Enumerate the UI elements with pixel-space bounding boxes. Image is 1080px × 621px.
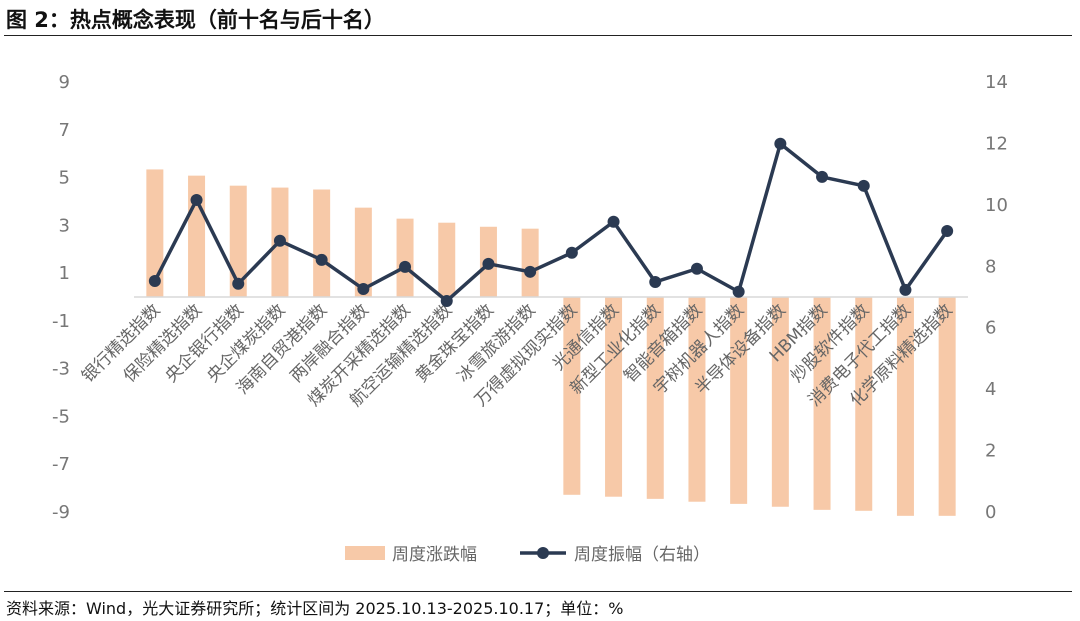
line-point — [482, 257, 495, 270]
title-divider — [4, 35, 1072, 36]
bar — [688, 297, 706, 502]
right-axis-tick: 4 — [985, 379, 996, 400]
bar — [521, 228, 539, 297]
legend-line-marker — [537, 547, 549, 559]
line-point — [315, 253, 328, 266]
bar — [938, 297, 956, 516]
line-point — [190, 193, 203, 206]
line-point — [816, 170, 829, 183]
line-point — [690, 262, 703, 275]
bar — [730, 297, 748, 504]
bar — [771, 297, 789, 507]
right-axis-tick: 6 — [985, 318, 996, 339]
chart-title: 图 2：热点概念表现（前十名与后十名） — [6, 8, 385, 32]
legend-line-label: 周度振幅（右轴） — [574, 545, 710, 565]
line-point — [649, 275, 662, 288]
bar — [396, 218, 414, 297]
bar — [646, 297, 664, 499]
line-point — [857, 179, 870, 192]
right-axis-tick: 10 — [985, 195, 1008, 216]
left-axis-tick: -9 — [52, 502, 70, 523]
bar — [146, 169, 164, 297]
left-axis-tick: -7 — [52, 454, 70, 475]
line-point — [899, 283, 912, 296]
line-point — [941, 224, 954, 237]
bar — [188, 175, 206, 297]
left-axis-tick: 5 — [59, 168, 70, 189]
line-point — [732, 285, 745, 298]
line-point — [399, 260, 412, 273]
left-axis-tick: 7 — [59, 120, 70, 141]
legend-bar-swatch — [345, 546, 385, 560]
bar — [229, 185, 247, 297]
legend-bar-label: 周度涨跌幅 — [392, 545, 477, 565]
series-line — [153, 141, 949, 303]
right-axis-tick: 0 — [985, 502, 996, 523]
left-axis-tick: -5 — [52, 406, 70, 427]
bar — [605, 297, 623, 497]
line-point — [565, 246, 578, 259]
line-point — [148, 275, 161, 288]
bar — [813, 297, 831, 510]
left-axis-tick: -3 — [52, 359, 70, 380]
line-point — [232, 277, 245, 290]
bar — [896, 297, 914, 516]
bar — [855, 297, 873, 511]
right-axis-tick: 12 — [985, 133, 1008, 154]
line-point — [607, 215, 620, 228]
bar — [313, 189, 331, 297]
line-point — [357, 283, 370, 296]
right-axis-tick: 2 — [985, 441, 996, 462]
footer-divider — [4, 591, 1072, 592]
bar — [563, 297, 581, 495]
right-axis-tick: 8 — [985, 256, 996, 277]
right-axis-tick: 14 — [985, 72, 1008, 93]
line-point — [774, 137, 787, 150]
source-note: 资料来源：Wind，光大证券研究所；统计区间为 2025.10.13-2025.… — [6, 599, 624, 618]
line-point — [524, 265, 537, 278]
bar — [354, 207, 372, 297]
left-axis-tick: 1 — [59, 263, 70, 284]
line-point — [440, 294, 453, 307]
left-axis-tick: 3 — [59, 215, 70, 236]
line-point — [273, 234, 286, 247]
bar — [438, 222, 456, 297]
left-axis-tick: -1 — [52, 311, 70, 332]
left-axis-tick: 9 — [59, 72, 70, 93]
